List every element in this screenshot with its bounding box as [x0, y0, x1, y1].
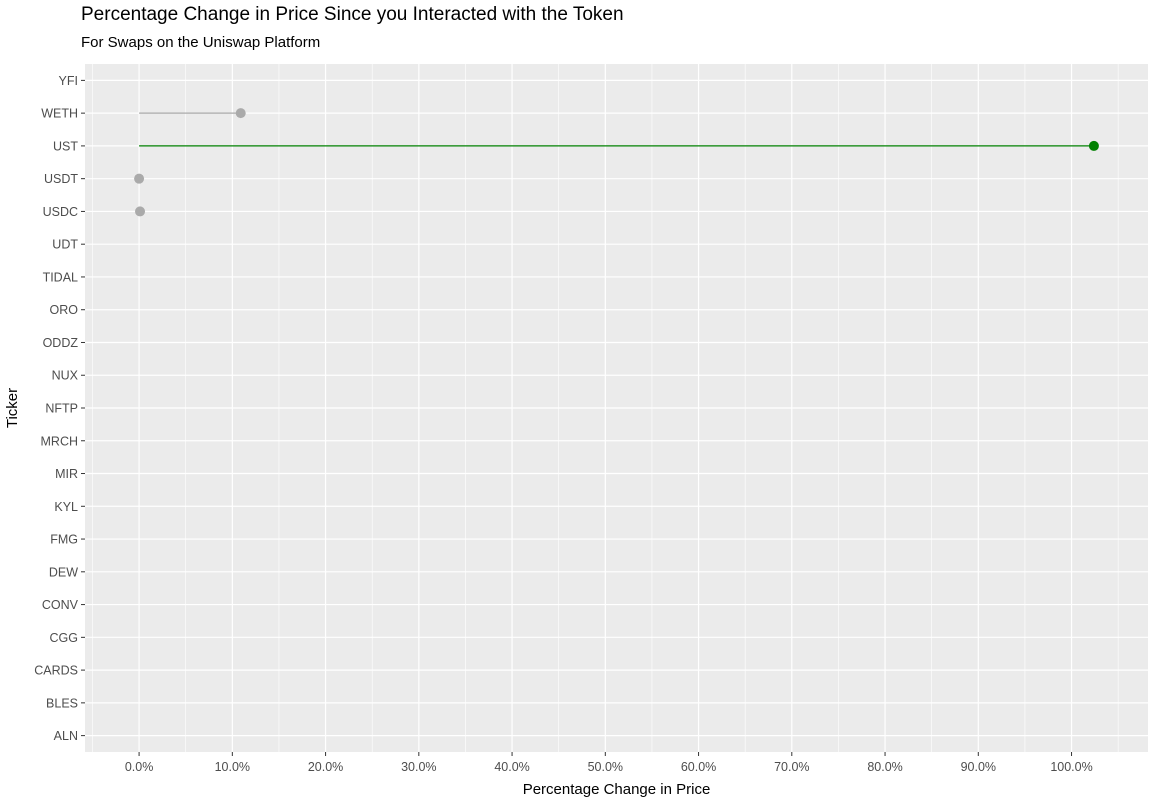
y-tick-label: CGG — [50, 631, 78, 645]
x-axis: 0.0% 10.0% 20.0% 30.0% 40.0% 50.0% 60.0% 70.0% 8… — [125, 752, 1093, 774]
y-tick-label: CARDS — [34, 664, 78, 678]
y-tick-label: ALN — [54, 729, 78, 743]
lollipop-point — [1088, 140, 1099, 151]
y-tick-label: CONV — [42, 598, 79, 612]
x-tick-label: 80.0% — [867, 760, 902, 774]
y-tick-label: TIDAL — [43, 270, 78, 284]
lollipop-point — [235, 108, 246, 119]
y-tick-label: DEW — [49, 565, 78, 579]
y-tick-label: YFI — [59, 74, 78, 88]
y-tick-label: NFTP — [45, 402, 78, 416]
y-tick-label: BLES — [46, 696, 78, 710]
x-tick-label: 0.0% — [125, 760, 154, 774]
y-tick-label: FMG — [50, 533, 78, 547]
y-tick-label: ODDZ — [43, 336, 79, 350]
x-tick-label: 60.0% — [681, 760, 716, 774]
chart-subtitle: For Swaps on the Uniswap Platform — [81, 34, 321, 51]
y-tick-label: MIR — [55, 467, 78, 481]
lollipop-point — [134, 173, 145, 184]
y-tick-label: ORO — [50, 303, 79, 317]
y-tick-label: UDT — [52, 238, 78, 252]
lollipop-point — [135, 206, 146, 217]
x-tick-label: 10.0% — [215, 760, 250, 774]
y-tick-label: NUX — [52, 369, 79, 383]
x-tick-label: 70.0% — [774, 760, 809, 774]
y-axis-title: Ticker — [4, 388, 21, 428]
y-tick-label: WETH — [41, 107, 78, 121]
y-tick-label: USDT — [44, 172, 78, 186]
y-tick-label: MRCH — [41, 434, 79, 448]
chart-title: Percentage Change in Price Since you Int… — [81, 4, 624, 25]
x-tick-label: 50.0% — [588, 760, 623, 774]
x-tick-label: 20.0% — [308, 760, 343, 774]
y-tick-label: USDC — [43, 205, 78, 219]
x-tick-label: 40.0% — [494, 760, 529, 774]
x-tick-label: 100.0% — [1050, 760, 1092, 774]
x-tick-label: 90.0% — [961, 760, 996, 774]
major-gridlines — [85, 64, 1148, 752]
y-tick-label: KYL — [54, 500, 78, 514]
chart-marks — [134, 108, 1099, 217]
x-tick-label: 30.0% — [401, 760, 436, 774]
x-axis-title: Percentage Change in Price — [523, 781, 711, 798]
y-tick-label: UST — [53, 139, 78, 153]
y-axis: YFI WETH UST USDT USDC UDT TIDAL ORO ODDZ NUX NFTP… — [34, 74, 85, 743]
